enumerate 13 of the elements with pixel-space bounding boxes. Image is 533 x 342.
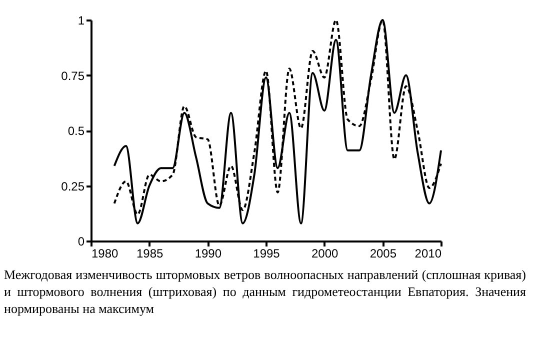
x-tick-label: 1995	[253, 246, 280, 260]
x-tick-label: 1990	[194, 246, 222, 260]
y-tick-label: 0.5	[68, 124, 85, 138]
x-tick-label: 2005	[370, 246, 397, 260]
y-tick-label: 1	[78, 14, 85, 28]
x-tick-label: 2000	[311, 246, 339, 260]
x-tick-label: 2010	[414, 246, 442, 260]
y-tick-label: 0.75	[61, 68, 85, 83]
x-tick-label: 1985	[136, 246, 164, 260]
y-tick-label: 0	[78, 234, 85, 248]
y-tick-label: 0.25	[61, 179, 85, 194]
x-tick-label: 1980	[92, 246, 119, 260]
text: Межгодовая изменчивость штормовых ветров волноопасных направлений (сплошная кривая) и штормового волнения (штриховая) по данным гидрометеостанции Евпатория. Значения нормированы на максимум	[4, 266, 526, 317]
